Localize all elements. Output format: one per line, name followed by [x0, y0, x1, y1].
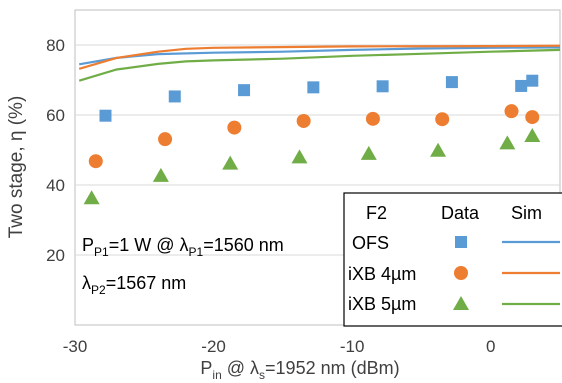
data-point-ofs-0 — [99, 109, 112, 122]
data-point-ixb-4-m-2 — [227, 120, 242, 135]
y-tick-labels: 20 40 60 80 — [46, 36, 65, 265]
x-tick--20: -20 — [201, 337, 226, 356]
data-point-ixb-5-m-3 — [291, 149, 308, 164]
sim-lines — [78, 44, 561, 82]
y-tick-20: 20 — [46, 246, 65, 265]
legend: F2 Data Sim OFS iXB 4µm iXB 5µm — [343, 192, 562, 327]
data-point-ixb-4-m-0 — [88, 154, 103, 169]
legend-entry-ixb4: iXB 4µm — [348, 264, 416, 284]
x-tick--30: -30 — [63, 337, 88, 356]
data-point-ixb-5-m-6 — [499, 135, 516, 150]
sim-line-ixb-4-m — [78, 44, 561, 70]
legend-marker-ofs — [455, 236, 467, 248]
x-tick-labels: -30 -20 -10 0 — [63, 337, 496, 356]
data-point-ofs-4 — [376, 80, 389, 93]
data-point-ixb-4-m-7 — [525, 110, 540, 125]
sim-line-ofs — [79, 46, 561, 66]
data-point-ofs-5 — [445, 76, 458, 89]
legend-header-f2: F2 — [366, 203, 387, 223]
data-point-ixb-5-m-7 — [524, 128, 541, 142]
legend-entry-ofs: OFS — [352, 233, 389, 253]
y-tick-80: 80 — [46, 36, 65, 55]
legend-marker-ixb-5-m — [453, 296, 469, 310]
data-point-ofs-2 — [238, 84, 251, 97]
data-point-ixb-4-m-1 — [158, 132, 173, 147]
y-tick-60: 60 — [46, 106, 65, 125]
data-point-ixb-4-m-4 — [365, 111, 380, 126]
data-point-ofs-1 — [168, 90, 181, 103]
legend-header-data: Data — [441, 203, 480, 223]
y-axis-label: Two stage, η (%) — [6, 96, 27, 239]
x-tick-0: 0 — [486, 337, 495, 356]
legend-header-sim: Sim — [511, 203, 542, 223]
legend-markers — [453, 236, 560, 310]
plot-area — [74, 9, 561, 326]
data-point-ofs-7 — [526, 74, 539, 87]
annotation-pump2: λP2=1567 nm — [82, 273, 186, 297]
legend-marker-ixb-4-m — [454, 266, 468, 280]
data-point-ixb-5-m-5 — [430, 142, 447, 157]
data-markers — [83, 74, 541, 205]
x-tick--10: -10 — [340, 337, 365, 356]
data-point-ixb-5-m-1 — [152, 167, 169, 182]
data-point-ixb-5-m-2 — [222, 155, 239, 170]
x-axis-label: Pin @ λs=1952 nm (dBm) — [200, 358, 399, 382]
legend-entry-ixb5: iXB 5µm — [348, 294, 416, 314]
data-point-ixb-4-m-6 — [504, 104, 519, 119]
y-tick-40: 40 — [46, 176, 65, 195]
data-point-ixb-4-m-5 — [435, 112, 450, 127]
data-point-ixb-5-m-0 — [83, 190, 100, 205]
data-point-ixb-5-m-4 — [360, 145, 377, 160]
data-point-ixb-4-m-3 — [296, 113, 311, 128]
sim-line-ixb-5-m — [78, 48, 561, 82]
annotation-pump1: PP1=1 W @ λP1=1560 nm — [82, 235, 284, 259]
data-point-ofs-6 — [515, 79, 528, 92]
data-point-ofs-3 — [307, 81, 320, 94]
